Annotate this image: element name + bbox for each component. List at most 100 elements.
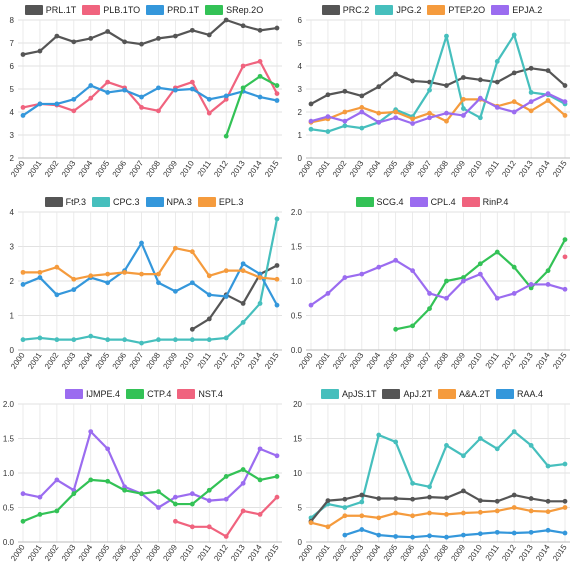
data-point bbox=[139, 271, 144, 277]
x-tick-label: 2012 bbox=[500, 159, 518, 179]
data-point bbox=[359, 527, 365, 532]
data-point bbox=[562, 254, 568, 260]
legend-label: A&A.2T bbox=[459, 389, 491, 399]
x-tick-label: 2001 bbox=[314, 159, 332, 179]
data-point bbox=[71, 491, 77, 497]
legend-item: PRD.1T bbox=[146, 3, 199, 17]
data-point bbox=[223, 335, 229, 341]
y-tick-label: 0 bbox=[298, 538, 303, 547]
y-tick-label: 2.0 bbox=[3, 400, 15, 409]
series-line bbox=[310, 489, 565, 522]
data-point bbox=[342, 496, 348, 502]
y-tick-label: 6 bbox=[298, 16, 303, 25]
data-point bbox=[274, 263, 280, 268]
data-point bbox=[444, 495, 449, 501]
data-point bbox=[189, 524, 195, 530]
data-point bbox=[139, 491, 144, 497]
x-tick-label: 2009 bbox=[161, 159, 179, 179]
data-point bbox=[206, 337, 212, 343]
data-point bbox=[461, 488, 466, 494]
data-point bbox=[88, 273, 94, 279]
chart-panel-4: SCG.4 CPL.4 RinP.4 0.0 0.5 1.0 1.5 2.0 2000 2001… bbox=[288, 192, 576, 384]
legend-label: FtP.3 bbox=[65, 197, 86, 207]
data-point bbox=[189, 79, 195, 85]
data-point bbox=[20, 518, 26, 524]
series-line bbox=[23, 247, 278, 281]
data-point bbox=[37, 101, 43, 107]
y-tick-label: 5 bbox=[298, 504, 303, 513]
data-point bbox=[359, 105, 365, 110]
data-point bbox=[545, 509, 551, 515]
data-point bbox=[427, 510, 432, 516]
data-point bbox=[71, 39, 77, 45]
data-point bbox=[393, 439, 399, 445]
x-tick-label: 2006 bbox=[111, 351, 129, 371]
x-tick-label: 2009 bbox=[449, 159, 467, 179]
legend-swatch bbox=[438, 389, 456, 399]
x-tick-label: 2006 bbox=[111, 159, 129, 179]
data-point bbox=[173, 337, 178, 343]
legend-swatch bbox=[91, 197, 110, 207]
data-point bbox=[156, 489, 161, 495]
data-point bbox=[562, 530, 568, 536]
y-tick-label: 10 bbox=[293, 469, 302, 478]
legend-label: IJMPE.4 bbox=[86, 389, 121, 399]
data-point bbox=[240, 268, 246, 274]
y-tick-label: 0 bbox=[10, 346, 15, 355]
x-tick-label: 2003 bbox=[348, 351, 366, 371]
x-tick-label: 2013 bbox=[229, 351, 247, 371]
x-tick-label: 2002 bbox=[43, 159, 61, 179]
data-point bbox=[240, 467, 246, 472]
series-line bbox=[22, 218, 279, 345]
data-point bbox=[494, 249, 500, 255]
data-point bbox=[189, 326, 195, 332]
y-tick-label: 7 bbox=[10, 39, 15, 48]
data-point bbox=[393, 326, 399, 332]
data-point bbox=[410, 78, 415, 84]
y-tick-label: 0.5 bbox=[291, 312, 303, 321]
data-point bbox=[122, 484, 127, 490]
data-point bbox=[444, 295, 449, 301]
data-point bbox=[477, 95, 483, 101]
y-tick-label: 0.0 bbox=[291, 346, 303, 355]
data-point bbox=[189, 337, 195, 343]
x-tick-label: 2004 bbox=[365, 351, 383, 371]
series-line bbox=[22, 468, 278, 523]
data-point bbox=[528, 443, 534, 448]
data-point bbox=[257, 275, 263, 280]
x-tick-label: 2015 bbox=[263, 159, 281, 179]
chart-panel-1: PRL.1T PLB.1TO PRD.1T SRep.2O 2 3 4 5 6 7 8 2000 20… bbox=[0, 0, 288, 192]
x-tick-label: 2013 bbox=[229, 159, 247, 179]
data-point bbox=[494, 508, 500, 514]
x-tick-label: 2001 bbox=[26, 543, 44, 563]
legend-swatch bbox=[205, 5, 224, 15]
x-tick-label: 2005 bbox=[382, 351, 400, 371]
data-point bbox=[71, 96, 77, 102]
x-tick-label: 2015 bbox=[551, 159, 569, 179]
data-point bbox=[444, 443, 449, 448]
legend-swatch bbox=[177, 389, 196, 399]
data-point bbox=[308, 520, 314, 526]
data-point bbox=[376, 532, 382, 538]
data-point bbox=[257, 271, 263, 277]
x-tick-label: 2001 bbox=[26, 159, 44, 179]
data-point bbox=[308, 118, 314, 124]
y-tick-label: 0.5 bbox=[3, 504, 15, 513]
series-line bbox=[344, 528, 566, 539]
data-point bbox=[444, 118, 449, 124]
y-tick-label: 8 bbox=[10, 16, 15, 25]
data-point bbox=[444, 512, 449, 517]
data-point bbox=[37, 494, 43, 500]
data-point bbox=[461, 106, 466, 111]
data-point bbox=[393, 534, 399, 539]
data-point bbox=[376, 515, 382, 521]
x-tick-label: 2011 bbox=[484, 543, 502, 563]
data-point bbox=[54, 264, 60, 270]
x-tick-label: 2007 bbox=[416, 543, 434, 563]
data-point bbox=[342, 118, 348, 124]
legend-item: ApJS.1T bbox=[320, 387, 376, 401]
data-point bbox=[223, 17, 229, 23]
data-point bbox=[359, 499, 365, 505]
